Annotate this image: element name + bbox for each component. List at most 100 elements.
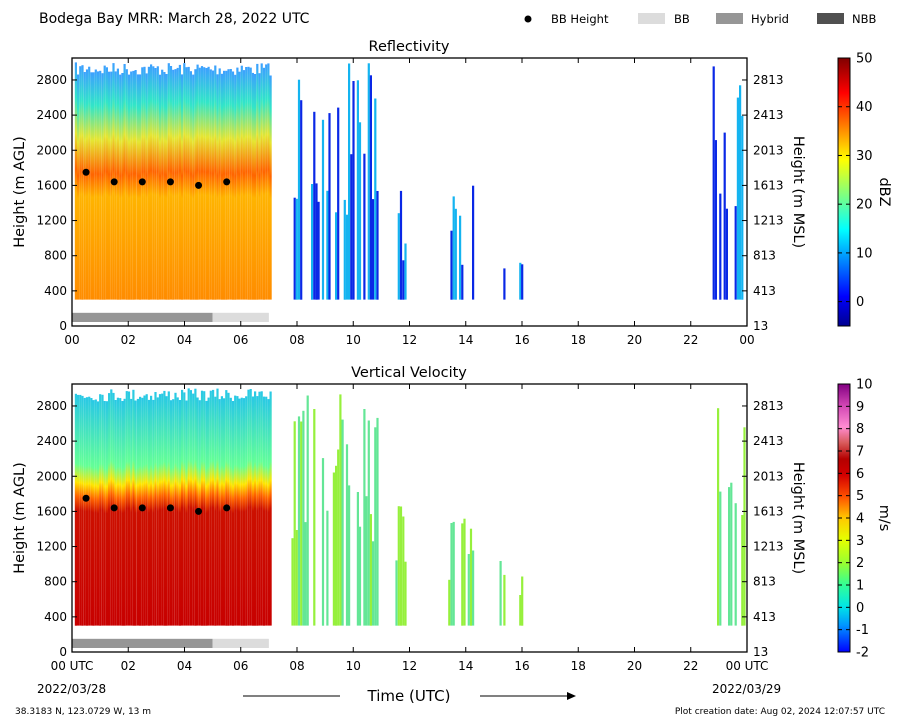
echo-column [404,561,407,626]
y-tick-label: 2400 [36,108,67,122]
x-tick-label: 22 [683,659,698,673]
echo-column [194,388,197,626]
echo-column [313,111,316,300]
echo-column [719,193,722,300]
echo-column [214,396,217,626]
echo-column [363,409,366,626]
echo-column [254,391,257,626]
echo-column [352,81,355,300]
echo-column [136,74,139,300]
echo-column [183,392,186,626]
echo-column [367,420,370,626]
y-tick-label: 2000 [36,143,67,157]
y-tick-label: 1600 [36,504,67,518]
bb-height-point [110,178,118,186]
y-tick-label-right: 1613 [753,504,784,518]
y-tick-label: 2800 [36,73,67,87]
x-tick-label: 04 [177,659,192,673]
echo-column [79,394,82,626]
echo-column [187,66,190,300]
echo-column [145,73,148,300]
echo-column [300,100,303,300]
echo-column [110,71,113,300]
echo-column [345,444,349,626]
echo-column [337,107,340,300]
bb-height-point [110,504,118,512]
echo-column [94,399,97,626]
x-tick-label: 08 [289,659,304,673]
bb-height-point [195,507,203,515]
echo-column [236,67,239,300]
echo-column [105,67,108,300]
echo-column [103,65,106,300]
reflectivity-colorbar-label: dBZ [876,177,892,206]
velocity-frame [71,383,748,653]
echo-column [174,69,177,300]
echo-column [376,417,379,626]
echo-column [121,401,124,626]
echo-column [156,397,159,626]
vertical-velocity-panel: Vertical Velocity Height (m AGL) Height … [12,365,892,673]
velocity-colorbar-ticks: -2 -1 0 1 2 3 4 5 6 7 8 9 10 [838,378,873,661]
y-tick-label: 1200 [36,540,67,554]
echo-column [313,409,316,626]
colorbar-tick-label: 7 [856,445,864,460]
y-tick-label-right: 1213 [753,214,784,228]
echo-column [88,66,91,300]
echo-column [216,388,219,626]
start-date-label: 2022/03/28 [37,682,106,696]
echo-column [163,72,166,300]
echo-column [269,391,272,626]
colorbar-tick-label: 50 [856,52,873,67]
echo-column [240,397,243,626]
echo-column [236,396,239,626]
echo-column [463,518,466,626]
echo-column [350,154,353,300]
echo-column [77,74,80,300]
echo-column [209,69,212,300]
echo-column [302,410,305,626]
echo-column [74,393,77,626]
echo-column [256,396,259,626]
reflectivity-data [72,62,744,322]
echo-column [116,397,119,626]
echo-column [258,73,261,300]
y-tick-label-right: 413 [753,610,776,624]
y-tick-label: 400 [44,284,67,298]
echo-column [77,394,80,626]
reflectivity-frame [71,57,748,327]
echo-column [459,215,462,300]
echo-column [96,401,100,626]
echo-column [114,71,117,300]
y-tick-label: 0 [59,645,67,659]
y-tick-label-right: 813 [753,249,776,263]
x-tick-label: 12 [402,659,417,673]
echo-column [345,214,349,300]
echo-column [96,71,100,300]
echo-column [300,421,303,626]
echo-column [317,201,320,300]
colorbar-tick-label: 8 [856,422,864,437]
echo-column [404,243,407,300]
echo-column [452,521,455,626]
echo-column [234,395,237,626]
echo-column [94,69,97,300]
echo-column [108,393,111,626]
echo-column [348,63,351,300]
echo-column [369,514,372,626]
x-tick-label: 02 [121,333,136,347]
x-tick-label: 00 [739,333,754,347]
echo-column [139,74,142,300]
echo-column [189,390,192,626]
echo-column [181,74,184,300]
echo-column [461,264,464,300]
echo-column [103,401,106,626]
echo-column [448,579,451,626]
echo-column [321,458,325,626]
echo-column [229,397,232,626]
x-tick-label: 16 [514,659,529,673]
echo-column [189,71,192,300]
echo-column [265,396,268,626]
y-tick-label: 1200 [36,214,67,228]
